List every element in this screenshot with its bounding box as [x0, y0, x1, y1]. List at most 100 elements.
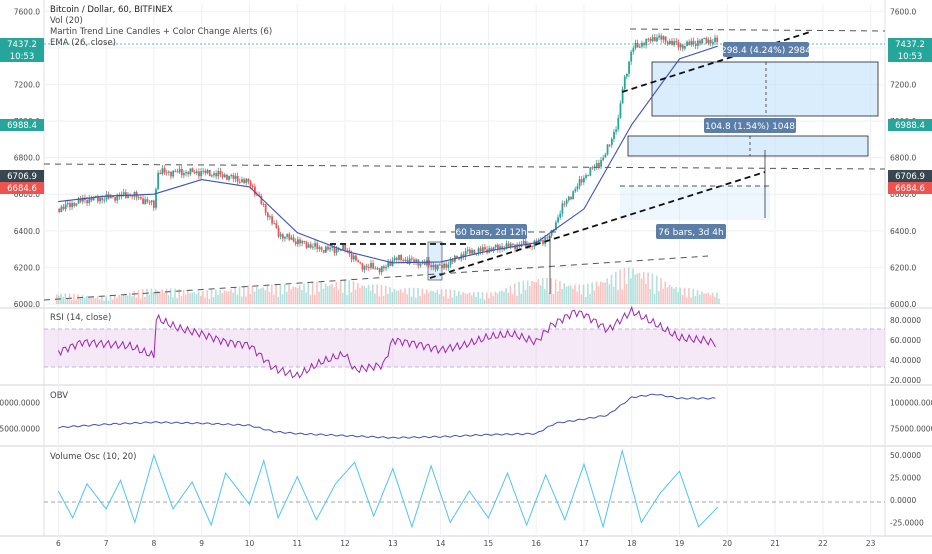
- volume-bar: [277, 296, 280, 304]
- candle-body: [666, 41, 669, 44]
- candle-body: [641, 42, 643, 47]
- candle-body: [299, 239, 301, 244]
- candle-body: [563, 203, 566, 205]
- candle-body: [137, 197, 140, 199]
- candle-body: [258, 194, 261, 197]
- candle-body: [507, 243, 510, 247]
- volume-bar: [311, 281, 314, 304]
- volume-bar: [197, 291, 200, 304]
- volume-bar: [129, 292, 131, 304]
- candle-body: [146, 199, 149, 202]
- volume-bar: [189, 293, 191, 304]
- volume-bar: [225, 290, 228, 304]
- candle-body: [314, 243, 317, 247]
- candle-body: [94, 195, 97, 198]
- volume-bar: [412, 287, 415, 304]
- measure-rect-top[interactable]: [651, 61, 879, 117]
- obv-tick-label-left: 100000.0000: [0, 399, 40, 408]
- candle-body: [477, 248, 480, 254]
- time-tick-label: 6: [56, 539, 61, 548]
- annotation-bars-right[interactable]: 76 bars, 3d 4h: [656, 224, 726, 239]
- candle-body: [606, 144, 609, 155]
- left-tag-lower-b: 6684.6: [7, 184, 37, 194]
- candle-body: [77, 198, 80, 204]
- volume-bar: [608, 284, 611, 304]
- measure-rect-low[interactable]: [620, 186, 770, 220]
- volume-bar: [374, 293, 376, 304]
- candle-body: [701, 38, 704, 44]
- measure-rect-mid[interactable]: [627, 135, 869, 157]
- volume-bar: [638, 272, 641, 304]
- annotation-top[interactable]: 298.4 (4.24%) 2984: [721, 42, 811, 57]
- volume-bar: [255, 286, 258, 304]
- volume-bar: [505, 288, 507, 304]
- right-tag-mid: 6988.4: [895, 121, 925, 131]
- annotation-mid[interactable]: 104.8 (1.54%) 1048: [704, 118, 796, 133]
- volume-bar: [436, 290, 439, 304]
- ema-26-line: [58, 45, 718, 264]
- volume-bar: [481, 292, 484, 304]
- volume-bar: [380, 284, 383, 304]
- volume-bar: [529, 285, 531, 304]
- candle-body: [281, 234, 284, 239]
- volume-bar: [612, 286, 615, 304]
- volume-bar: [262, 287, 264, 304]
- candle-body: [647, 38, 650, 40]
- candle-body: [189, 168, 192, 175]
- volume-bar: [645, 283, 647, 304]
- candle-body: [471, 249, 473, 254]
- candle-body: [404, 259, 407, 261]
- time-axis[interactable]: 6 7 8 9 10 11 12 13 14 15 16 17 18 19 20 21 22 23: [56, 539, 876, 548]
- candle-body: [664, 36, 667, 42]
- candle-body: [512, 243, 514, 245]
- volume-bar: [344, 279, 346, 304]
- candle-body: [608, 144, 611, 146]
- candle-body: [157, 172, 160, 190]
- volume-bar: [352, 281, 355, 304]
- candle-body: [591, 167, 594, 169]
- rsi-band: [44, 329, 885, 367]
- volume-bar: [696, 290, 699, 304]
- candle-body: [161, 168, 164, 175]
- volume-bar: [513, 283, 516, 304]
- candle-body: [632, 48, 635, 52]
- candle-body: [578, 179, 581, 187]
- candle-body: [131, 195, 134, 197]
- candle-body: [320, 247, 323, 250]
- volume-bar: [318, 291, 320, 304]
- candle-body: [707, 39, 710, 44]
- time-tick-label: 14: [436, 539, 446, 548]
- candle-body: [464, 251, 467, 257]
- indicator-vol: Vol (20): [50, 16, 83, 26]
- candle-body: [557, 217, 560, 223]
- volume-bar: [423, 294, 426, 304]
- volume-bar: [94, 298, 97, 304]
- price-tick-label-left: 6800.0: [14, 154, 40, 163]
- candle-body: [195, 171, 198, 174]
- volume-bar: [711, 292, 714, 304]
- candle-body: [275, 223, 278, 229]
- volume-bar: [440, 289, 443, 304]
- symbol-title: Bitcoin / Dollar, 60, BITFINEX: [50, 5, 173, 15]
- trend-lines[interactable]: [43, 28, 886, 301]
- candle-body: [64, 204, 67, 210]
- time-tick-label: 16: [531, 539, 541, 548]
- candle-body: [580, 179, 583, 183]
- candle-body: [572, 191, 575, 200]
- candle-body: [206, 169, 209, 174]
- candle-body: [602, 157, 605, 161]
- candle-body: [193, 172, 196, 174]
- candle-body: [230, 175, 233, 177]
- annotation-bars-left[interactable]: 60 bars, 2d 12h: [455, 224, 527, 239]
- obv-line: [58, 393, 716, 439]
- measure-rect-left[interactable]: [427, 241, 443, 281]
- candle-body: [679, 44, 682, 48]
- candle-body: [492, 247, 495, 252]
- volume-bar: [427, 292, 430, 304]
- volume-bar: [591, 282, 593, 304]
- candle-body: [303, 240, 306, 242]
- candle-body: [361, 263, 364, 270]
- volume-bar: [623, 267, 626, 304]
